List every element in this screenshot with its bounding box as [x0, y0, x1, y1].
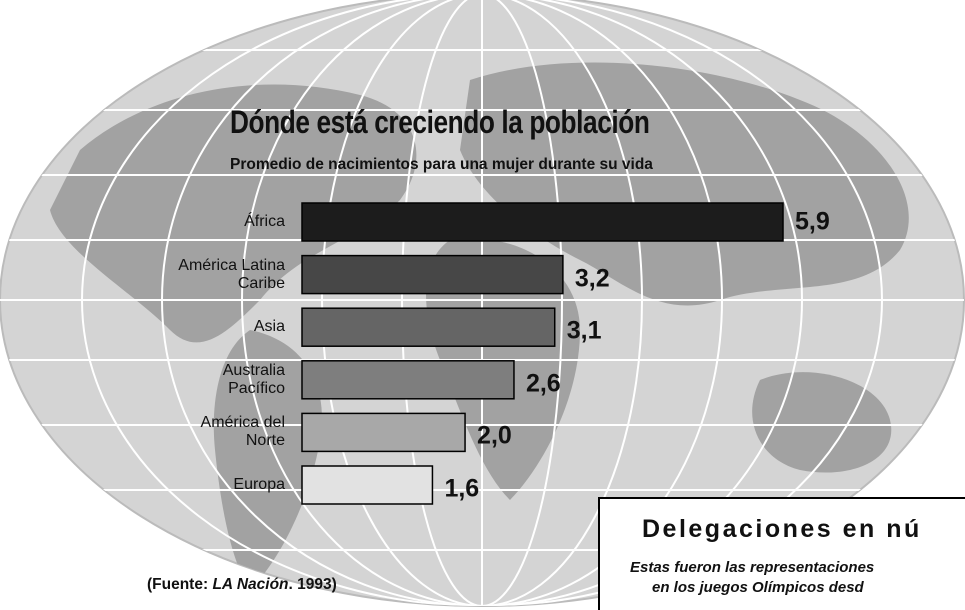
bar — [301, 360, 515, 400]
value-label: 3,2 — [574, 264, 610, 293]
category-label: Australia Pacífico — [222, 361, 285, 397]
category-label: América Latina Caribe — [178, 256, 285, 292]
bar — [301, 202, 784, 242]
chart-subtitle: Promedio de nacimientos para una mujer d… — [230, 156, 653, 173]
category-label: Europa — [233, 476, 285, 493]
category-label: Asia — [253, 318, 285, 336]
panel: Delegaciones en nú Estas fueron las repr… — [598, 497, 965, 610]
source: (Fuente: LA Nación. 1993) — [147, 576, 337, 594]
value-label: 2,0 — [477, 421, 512, 450]
panel-line: Estas fueron las representaciones — [630, 559, 875, 576]
bar — [301, 307, 556, 347]
source-italic: LA Nación — [212, 576, 289, 593]
source-text: . 1993) — [288, 576, 337, 593]
bar — [301, 412, 466, 453]
value-label: 3,1 — [566, 316, 602, 345]
category-label: América del Norte — [200, 414, 285, 450]
bar — [301, 254, 564, 295]
value-label: 2,6 — [525, 369, 561, 398]
value-label: 1,6 — [444, 474, 480, 503]
source-text: (Fuente: — [147, 576, 213, 593]
value-label: 5,9 — [795, 207, 830, 236]
category-label: África — [244, 213, 285, 230]
panel-line: en los juegos Olímpicos desd — [652, 579, 864, 596]
bar — [301, 465, 434, 505]
panel-title: Delegaciones en nú — [642, 515, 922, 543]
chart-title: Dónde está creciendo la población — [230, 104, 650, 140]
bars — [301, 202, 784, 505]
